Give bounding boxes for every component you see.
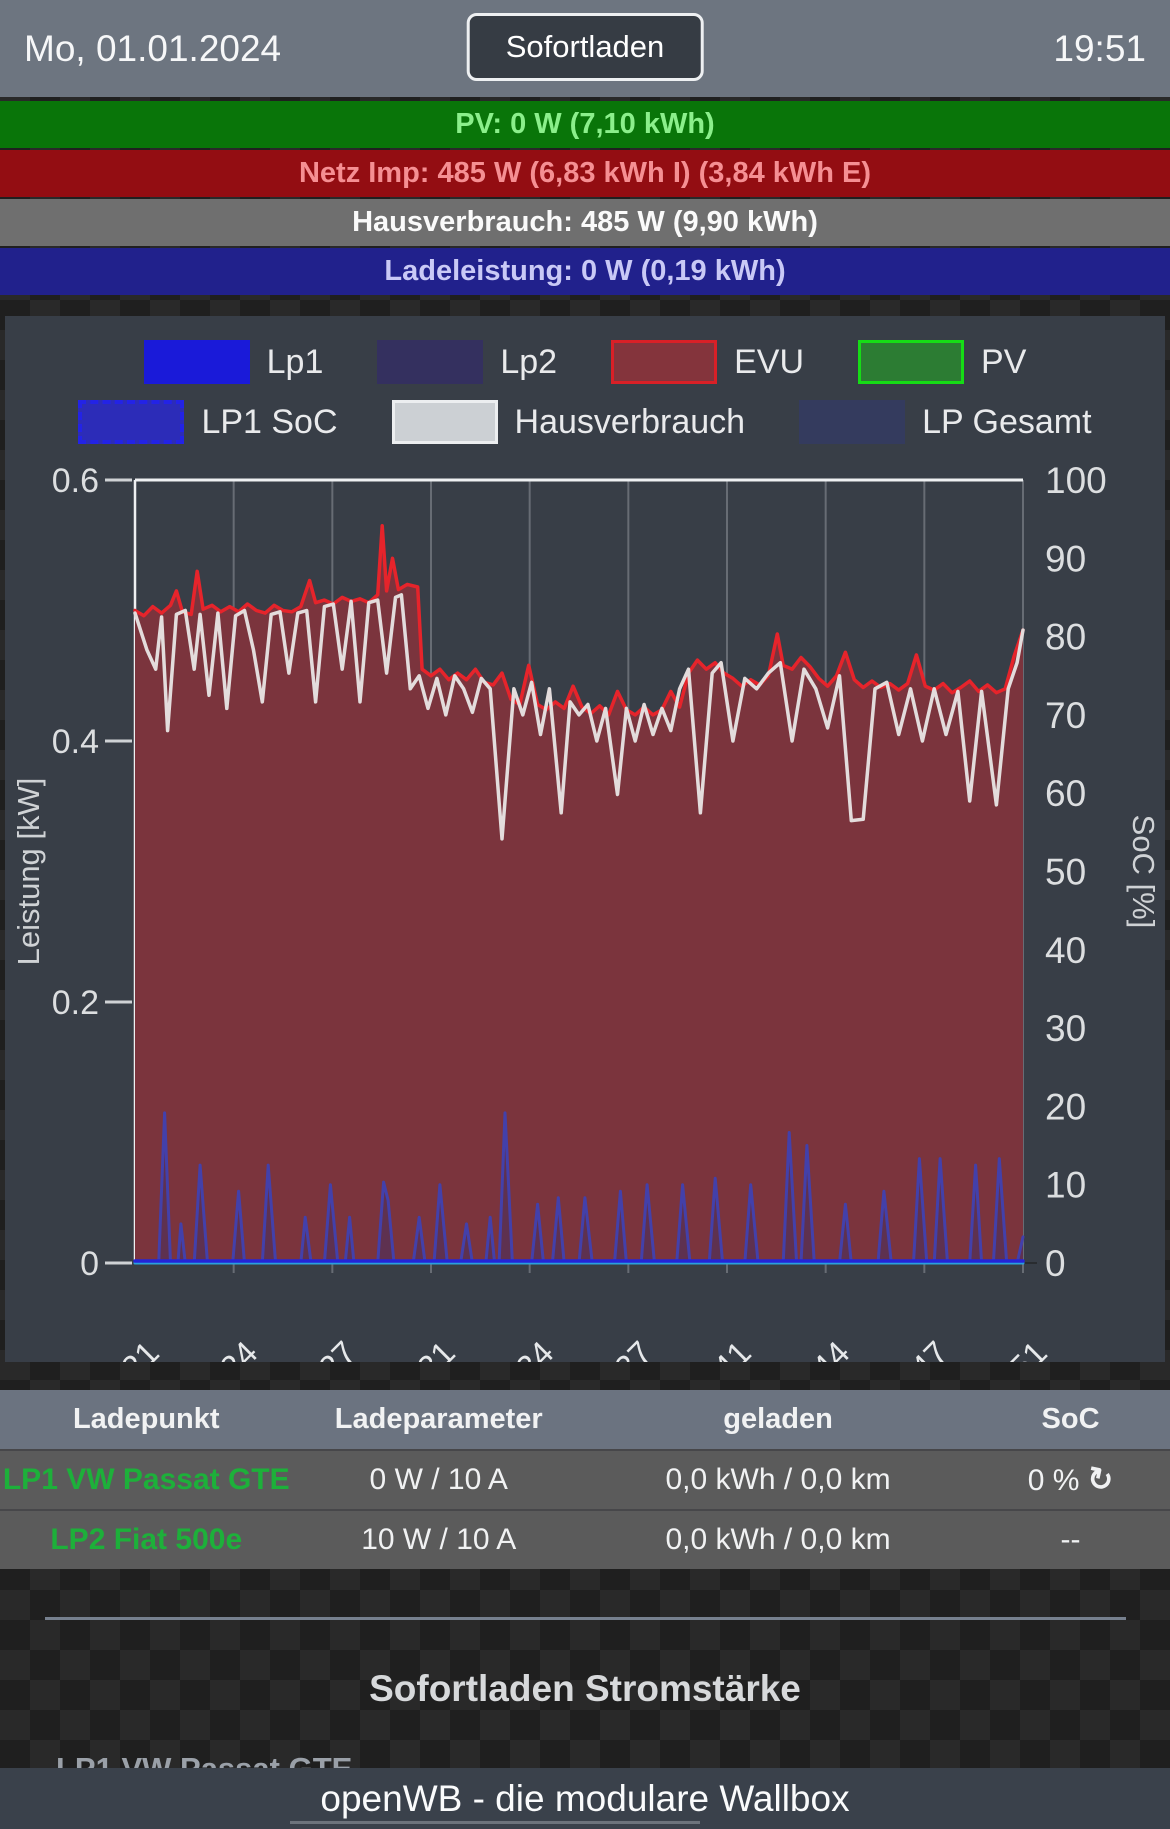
right-axis-tick-label: 10 — [1045, 1165, 1086, 1206]
lp2-swatch-icon — [377, 340, 484, 384]
chargepoint-table: Ladepunkt Ladeparameter geladen SoC LP1 … — [0, 1390, 1170, 1569]
x-axis-tick-label: 19:27 — [279, 1334, 364, 1362]
pv-status-bar: PV: 0 W (7,10 kWh) — [0, 101, 1170, 148]
legend-item-hausverbrauch[interactable]: Hausverbrauch — [391, 400, 746, 444]
grid-import-status-bar: Netz Imp: 485 W (6,83 kWh I) (3,84 kWh E… — [0, 150, 1170, 197]
left-axis-title: Leistung [kW] — [11, 778, 46, 966]
legend-item-evu[interactable]: EVU — [611, 340, 804, 384]
clipped-row-label: LP1 VW Passat GTE — [56, 1751, 352, 1768]
x-axis-tick-label: 19:21 — [81, 1334, 166, 1362]
legend-label: EVU — [734, 342, 805, 381]
section-divider — [45, 1617, 1126, 1620]
legend-label: Hausverbrauch — [514, 402, 746, 441]
lp1-swatch-icon — [143, 340, 250, 384]
lp-gesamt-swatch-icon — [799, 400, 906, 444]
x-axis-tick-label: 19:41 — [673, 1334, 758, 1362]
right-axis-tick-label: 20 — [1045, 1086, 1086, 1127]
hausverbrauch-line — [133, 593, 1025, 841]
legend-item-lp1-soc[interactable]: LP1 SoC — [78, 400, 338, 444]
left-axis-tick-label: 0.2 — [52, 984, 99, 1022]
evu-swatch-icon — [611, 340, 718, 384]
table-row: LP2 Fiat 500e 10 W / 10 A 0,0 kWh / 0,0 … — [0, 1509, 1170, 1569]
status-bars: PV: 0 W (7,10 kWh) Netz Imp: 485 W (6,83… — [0, 101, 1170, 295]
x-axis-tick-label: 19:44 — [772, 1334, 857, 1362]
right-axis-tick-label: 80 — [1045, 617, 1086, 658]
evu-area — [135, 525, 1023, 1263]
legend-item-lp1[interactable]: Lp1 — [143, 340, 324, 384]
date-label: Mo, 01.01.2024 — [24, 27, 282, 69]
right-axis-tick-label: 90 — [1045, 538, 1086, 579]
chart-legend: Lp1 Lp2 EVU PV LP1 SoC — [5, 340, 1165, 444]
charged-amount-lp2: 0,0 kWh / 0,0 km — [665, 1523, 891, 1556]
legend-row-1: Lp1 Lp2 EVU PV — [5, 340, 1165, 384]
x-axis-tick-label: 19:24 — [180, 1334, 265, 1362]
lp1-soc-swatch-icon — [78, 400, 185, 444]
table-header-row: Ladepunkt Ladeparameter geladen SoC — [0, 1390, 1170, 1449]
legend-row-2: LP1 SoC Hausverbrauch LP Gesamt — [5, 400, 1165, 444]
footer-underlay — [290, 1821, 700, 1824]
right-axis-tick-label: 50 — [1045, 852, 1086, 893]
charge-params-lp1: 0 W / 10 A — [369, 1463, 508, 1496]
legend-label: Lp1 — [266, 342, 324, 381]
x-axis-tick-label: 19:51 — [969, 1334, 1054, 1362]
soc-value-lp1: 0 % — [1027, 1464, 1080, 1497]
charge-mode-button[interactable]: Sofortladen — [466, 13, 704, 81]
right-axis-tick-label: 70 — [1045, 695, 1086, 736]
soc-refresh-icon[interactable]: ↻ — [1084, 1459, 1117, 1500]
history-chart-panel: Lp1 Lp2 EVU PV LP1 SoC — [5, 316, 1165, 1362]
table-row: LP1 VW Passat GTE 0 W / 10 A 0,0 kWh / 0… — [0, 1449, 1170, 1509]
footer-bar: openWB - die modulare Wallbox — [0, 1768, 1170, 1829]
evu-line — [133, 523, 1025, 717]
right-axis-title: SoC [%] — [1126, 815, 1161, 929]
soc-cell-lp1: 0 % ↻ — [971, 1459, 1170, 1500]
legend-item-lp-gesamt[interactable]: LP Gesamt — [799, 400, 1092, 444]
x-axis-tick-label: 19:37 — [575, 1334, 660, 1362]
top-bar: Mo, 01.01.2024 Sofortladen 19:51 — [0, 0, 1170, 97]
footer-title: openWB - die modulare Wallbox — [320, 1777, 850, 1819]
right-axis-tick-label: 0 — [1045, 1243, 1066, 1284]
legend-item-lp2[interactable]: Lp2 — [377, 340, 557, 384]
chargepoint-name-lp2[interactable]: LP2 Fiat 500e — [50, 1523, 243, 1556]
left-axis-tick-label: 0 — [80, 1245, 99, 1283]
hausverbrauch-swatch-icon — [391, 400, 498, 444]
right-axis-tick-label: 60 — [1045, 773, 1086, 814]
legend-label: LP Gesamt — [922, 402, 1092, 441]
legend-label: LP1 SoC — [201, 402, 338, 441]
legend-label: Lp2 — [500, 342, 558, 381]
charge-power-status-bar: Ladeleistung: 0 W (0,19 kWh) — [0, 248, 1170, 295]
legend-item-pv[interactable]: PV — [858, 340, 1026, 384]
history-chart: 0 0.2 0.4 0.6 0 10 20 30 40 50 60 70 80 90 100 19:21 19:… — [11, 460, 1161, 1362]
charge-params-lp2: 10 W / 10 A — [361, 1523, 517, 1556]
right-axis-tick-label: 40 — [1045, 930, 1086, 971]
charged-amount-lp1: 0,0 kWh / 0,0 km — [665, 1463, 891, 1496]
right-axis-tick-label: 100 — [1045, 460, 1107, 501]
chargepoint-name-lp1[interactable]: LP1 VW Passat GTE — [2, 1463, 290, 1496]
clock-label: 19:51 — [1053, 27, 1146, 69]
column-header-soc: SoC — [1041, 1403, 1100, 1435]
left-axis-tick-label: 0.4 — [52, 723, 99, 761]
pv-swatch-icon — [858, 340, 965, 384]
column-header-geladen: geladen — [723, 1403, 833, 1435]
x-axis-tick-label: 19:47 — [871, 1334, 956, 1362]
section-heading: Sofortladen Stromstärke — [369, 1668, 801, 1709]
house-usage-status-bar: Hausverbrauch: 485 W (9,90 kWh) — [0, 199, 1170, 246]
column-header-ladeparameter: Ladeparameter — [334, 1403, 543, 1435]
legend-label: PV — [981, 342, 1027, 381]
column-header-ladepunkt: Ladepunkt — [72, 1403, 220, 1435]
right-axis-tick-label: 30 — [1045, 1008, 1086, 1049]
left-axis-tick-label: 0.6 — [52, 462, 99, 500]
soc-cell-lp2: -- — [1060, 1523, 1081, 1556]
x-axis-tick-label: 19:31 — [377, 1334, 462, 1362]
x-axis-tick-label: 19:34 — [476, 1334, 561, 1362]
